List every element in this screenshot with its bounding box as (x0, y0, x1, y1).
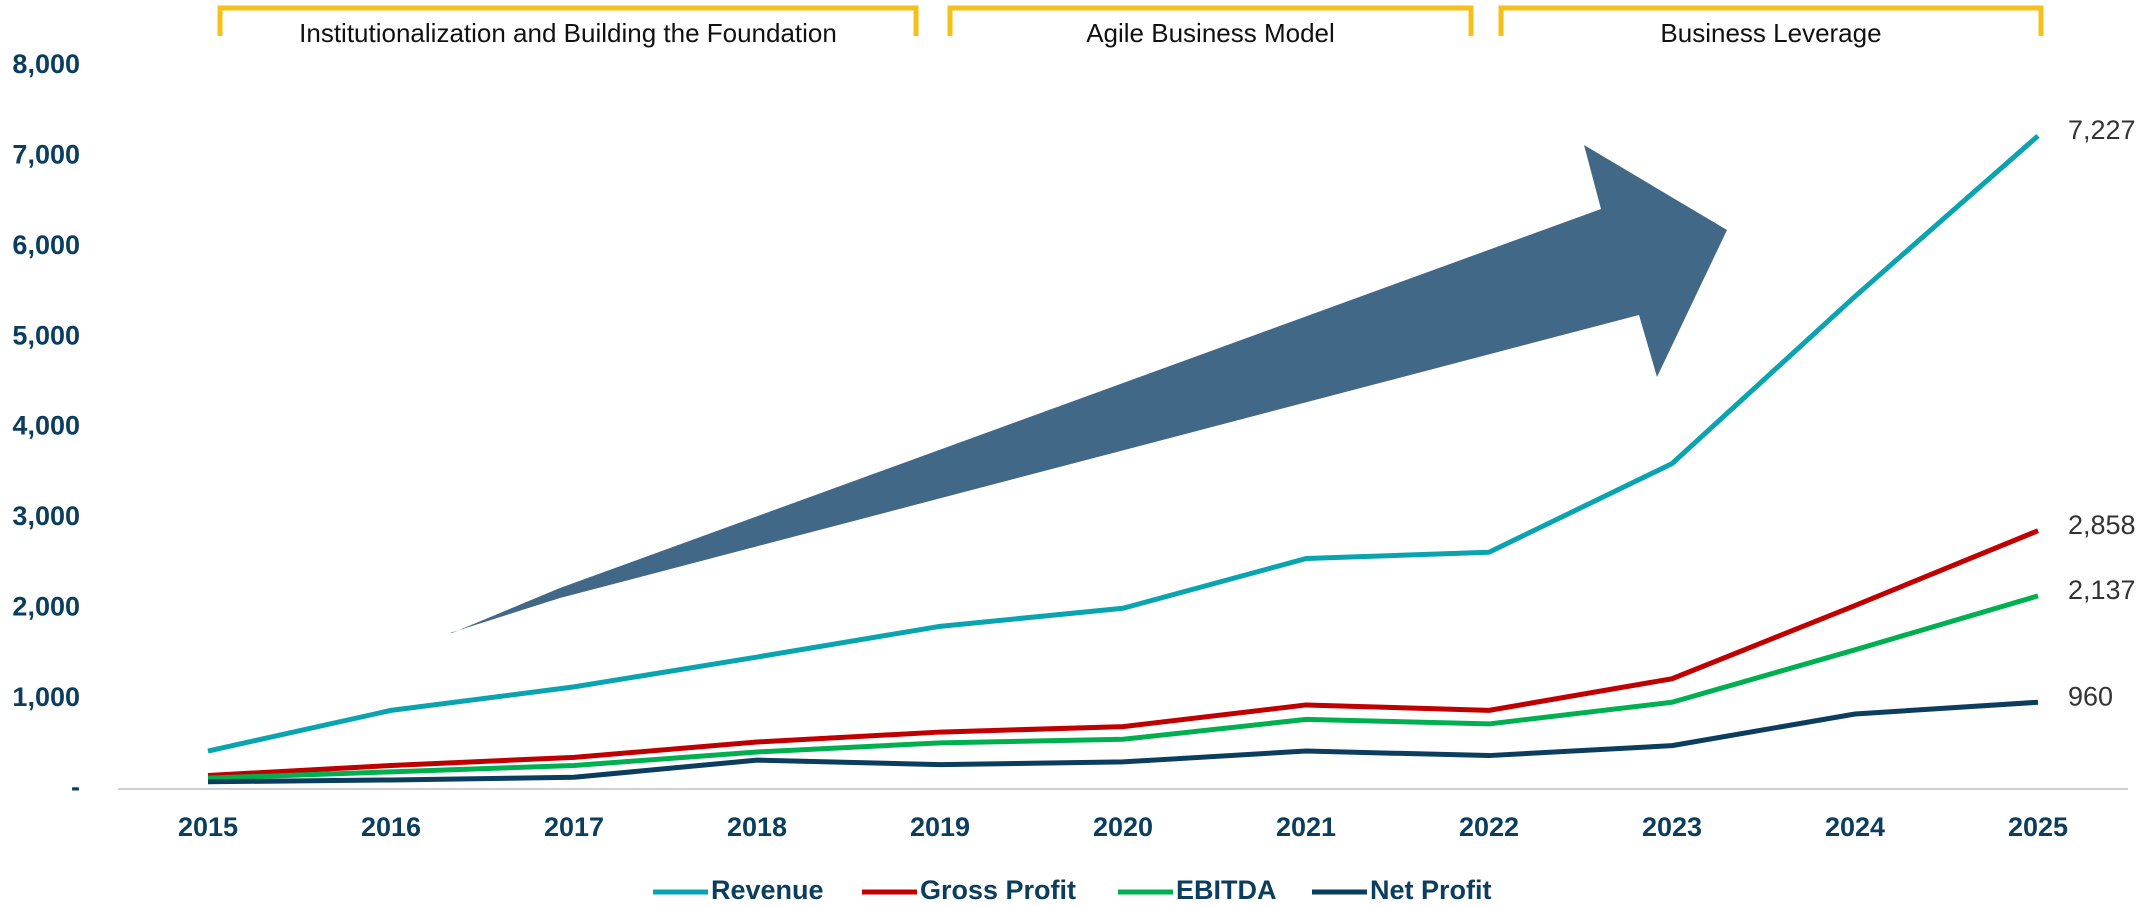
legend-label: Revenue (711, 875, 824, 901)
value-label: 2,858 (2068, 510, 2136, 540)
x-tick-label: 2023 (1642, 812, 1702, 842)
legend-label: EBITDA (1176, 875, 1277, 901)
value-label: 7,227 (2068, 115, 2136, 145)
legend-label: Gross Profit (920, 875, 1076, 901)
y-tick-label: 3,000 (12, 501, 80, 531)
x-tick-label: 2018 (727, 812, 787, 842)
x-tick-label: 2025 (2008, 812, 2068, 842)
series-line (207, 593, 2039, 781)
phase-bracket (947, 5, 1474, 36)
x-tick-label: 2016 (361, 812, 421, 842)
value-label: 2,137 (2068, 575, 2136, 605)
y-tick-label: 5,000 (12, 320, 80, 350)
series-line (207, 528, 2039, 778)
series-line (207, 133, 2040, 754)
y-tick-label: 6,000 (12, 230, 80, 260)
y-tick-label: 4,000 (12, 411, 80, 441)
legend-label: Net Profit (1370, 875, 1492, 901)
y-tick-label: - (71, 772, 80, 802)
phase-label: Institutionalization and Building the Fo… (299, 18, 837, 48)
series-line (207, 699, 2039, 785)
y-tick-label: 8,000 (12, 49, 80, 79)
x-tick-label: 2019 (910, 812, 970, 842)
phase-bracket (1498, 5, 2044, 36)
x-tick-label: 2024 (1825, 812, 1885, 842)
x-tick-label: 2020 (1093, 812, 1153, 842)
x-tick-label: 2017 (544, 812, 604, 842)
y-tick-label: 2,000 (12, 591, 80, 621)
x-tick-label: 2015 (178, 812, 238, 842)
growth-arrow (450, 145, 1727, 633)
x-tick-label: 2021 (1276, 812, 1336, 842)
phase-label: Agile Business Model (1086, 18, 1335, 48)
x-tick-label: 2022 (1459, 812, 1519, 842)
y-tick-label: 1,000 (12, 682, 80, 712)
phase-bracket (217, 5, 919, 36)
y-tick-label: 7,000 (12, 140, 80, 170)
value-label: 960 (2068, 681, 2113, 711)
phase-label: Business Leverage (1660, 18, 1881, 48)
